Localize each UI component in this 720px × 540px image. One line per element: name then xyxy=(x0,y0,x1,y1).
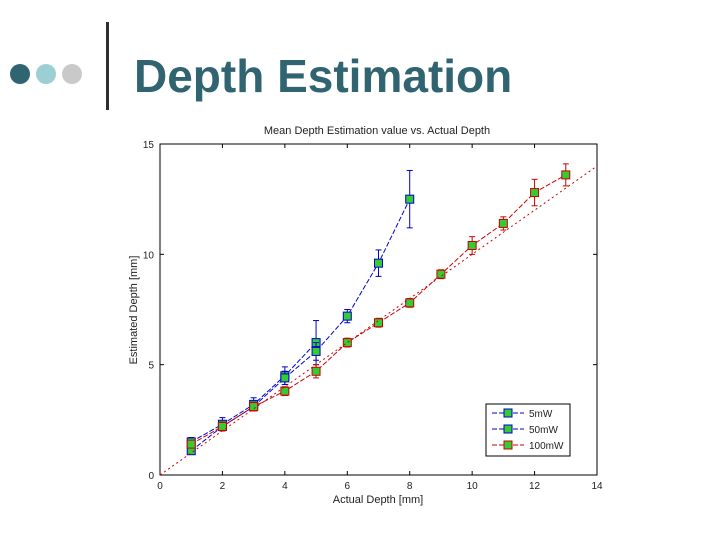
legend-marker xyxy=(503,424,513,434)
x-tick-label: 2 xyxy=(220,481,226,492)
data-point xyxy=(561,170,571,180)
data-point xyxy=(405,298,415,308)
x-tick-label: 10 xyxy=(467,481,479,492)
y-tick-label: 0 xyxy=(148,471,154,482)
legend-marker xyxy=(503,408,513,418)
data-point xyxy=(467,241,477,251)
bullet-dot-dark xyxy=(10,64,30,84)
data-point xyxy=(186,439,196,449)
data-point xyxy=(249,402,259,412)
legend-label: 5mW xyxy=(529,409,553,420)
series-reference-line xyxy=(159,165,598,476)
data-point xyxy=(311,366,321,376)
chart-title: Mean Depth Estimation value vs. Actual D… xyxy=(264,125,490,137)
legend-marker xyxy=(503,440,513,450)
data-point xyxy=(342,338,352,348)
series-line xyxy=(159,165,598,476)
bullet-dot-gray xyxy=(62,64,82,84)
data-point xyxy=(342,311,352,321)
bullet-dot-light xyxy=(36,64,56,84)
x-axis-label: Actual Depth [mm] xyxy=(333,494,423,506)
x-tick-label: 14 xyxy=(591,481,603,492)
x-tick-label: 6 xyxy=(345,481,351,492)
y-tick-label: 10 xyxy=(143,250,155,261)
legend: 5mW 50mW 100mW xyxy=(485,403,571,457)
data-point xyxy=(374,258,383,268)
bullet-dots xyxy=(10,64,82,84)
x-tick-label: 8 xyxy=(407,481,413,492)
data-point xyxy=(311,346,321,356)
y-tick-label: 15 xyxy=(143,140,155,151)
y-axis-label: Estimated Depth [mm] xyxy=(128,256,140,365)
y-tick-label: 5 xyxy=(148,361,154,372)
data-point xyxy=(280,373,290,383)
data-point xyxy=(280,386,290,396)
data-point xyxy=(217,421,227,431)
data-point xyxy=(530,188,540,198)
series-100mW xyxy=(186,163,571,449)
x-tick-label: 0 xyxy=(157,481,163,492)
data-point xyxy=(374,318,383,328)
legend-label: 50mW xyxy=(529,425,558,436)
data-point xyxy=(498,218,508,228)
x-tick-label: 12 xyxy=(529,481,541,492)
data-point xyxy=(405,194,415,204)
slide-title: Depth Estimation xyxy=(134,50,513,102)
x-tick-label: 4 xyxy=(282,481,288,492)
data-point xyxy=(436,269,446,279)
title-divider xyxy=(106,22,109,110)
legend-label: 100mW xyxy=(529,441,564,452)
